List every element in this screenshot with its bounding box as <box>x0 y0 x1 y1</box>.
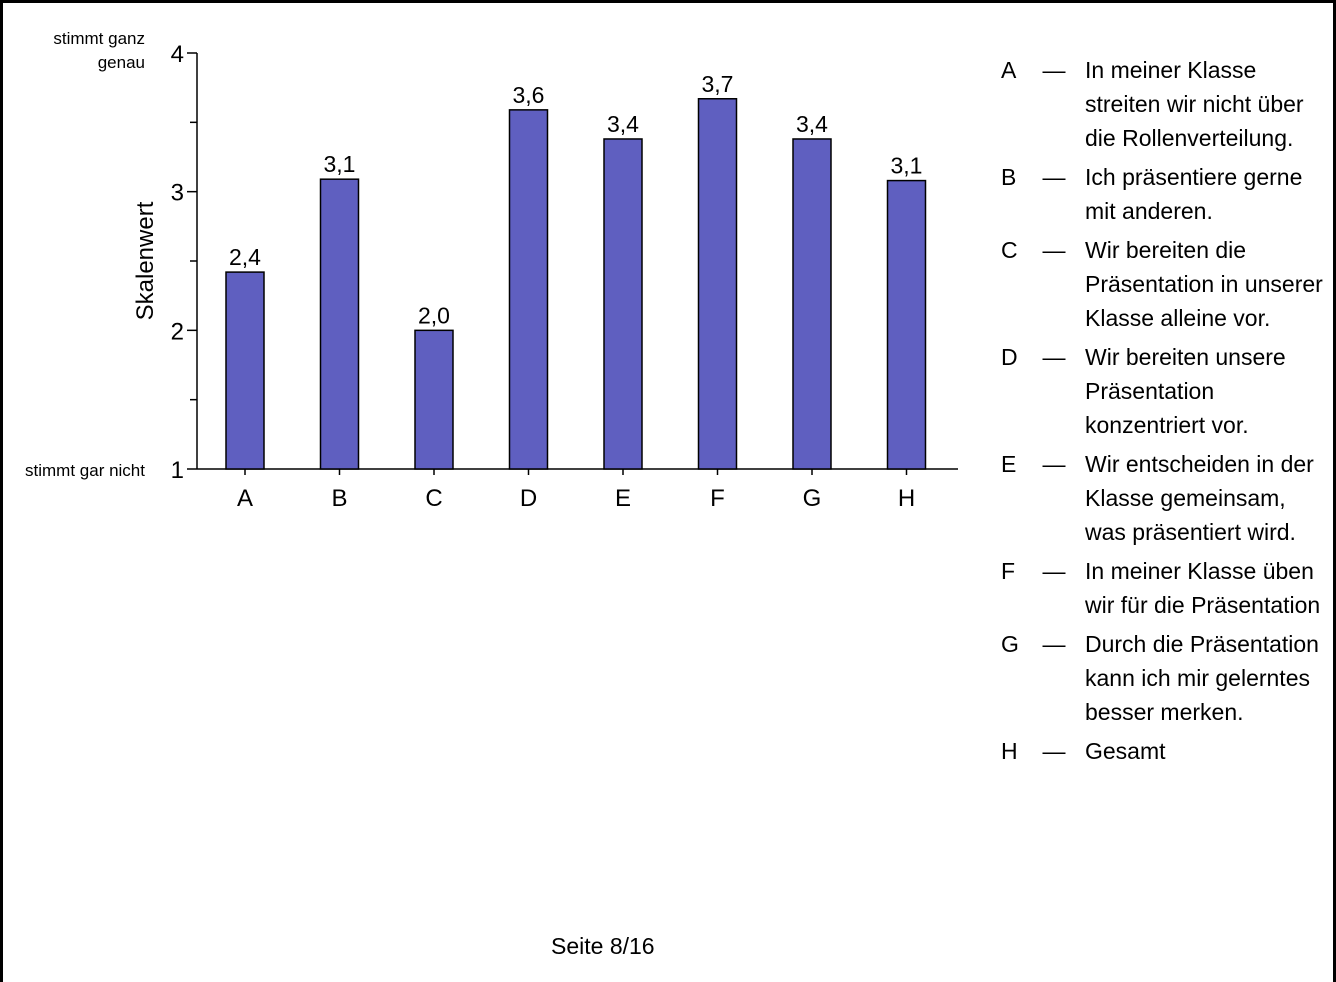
legend-dash: — <box>1042 451 1066 477</box>
legend-dash: — <box>1042 344 1066 370</box>
bar-value-label: 2,0 <box>418 302 450 328</box>
legend-key: A <box>1001 57 1017 83</box>
bar <box>319 178 360 470</box>
x-tick-label: C <box>425 485 442 512</box>
x-tick-label: A <box>237 485 253 512</box>
bar <box>697 98 738 470</box>
legend-dash: — <box>1042 558 1066 584</box>
bar-value-label: 3,7 <box>702 71 734 97</box>
legend-text: Gesamt <box>1085 738 1166 764</box>
scale-bottom-label: stimmt gar nicht <box>25 461 145 480</box>
legend-item: E — Wir entscheiden in der Klasse gemein… <box>1001 447 1331 549</box>
x-tick-label: D <box>520 485 537 512</box>
legend-item: D — Wir bereiten unsere Präsentation kon… <box>1001 340 1331 442</box>
legend-text: In meiner Klasse streiten wir nicht über… <box>1085 57 1304 151</box>
legend-text: Wir entscheiden in der Klasse gemeinsam,… <box>1085 451 1314 545</box>
legend-key: B <box>1001 164 1017 190</box>
legend-dash: — <box>1042 164 1066 190</box>
legend-dash: — <box>1042 57 1066 83</box>
x-tick-label: F <box>710 485 725 512</box>
x-tick-label: H <box>898 485 915 512</box>
legend-key: G <box>1001 631 1019 657</box>
y-axis-label: Skalenwert <box>132 201 159 320</box>
bar <box>886 179 927 470</box>
x-tick-label: G <box>803 485 822 512</box>
legend-item: F — In meiner Klasse üben wir für die Pr… <box>1001 554 1331 622</box>
legend-key: F <box>1001 558 1016 584</box>
bar <box>792 138 832 470</box>
bar-value-label: 3,6 <box>513 82 545 108</box>
legend-key: E <box>1001 451 1017 477</box>
y-tick-label: 1 <box>171 457 184 484</box>
bar-value-label: 3,4 <box>796 111 828 137</box>
bar-value-label: 3,1 <box>324 151 356 177</box>
legend-key: H <box>1001 738 1018 764</box>
bar-value-label: 2,4 <box>229 244 261 270</box>
legend-item: G — Durch die Präsentation kann ich mir … <box>1001 627 1331 729</box>
bar <box>603 138 643 470</box>
bar-value-label: 3,4 <box>607 111 639 137</box>
x-tick-label: E <box>615 485 631 512</box>
legend-item: A — In meiner Klasse streiten wir nicht … <box>1001 53 1331 155</box>
bar <box>508 109 549 470</box>
y-tick-label: 2 <box>171 318 184 345</box>
y-tick-label: 4 <box>171 41 184 68</box>
legend-text: Wir bereiten die Präsentation in unserer… <box>1085 237 1323 331</box>
bar-chart: 1 2 3 4 Skalenwert 2,4 A 3,1 B 2,0 C 3,6 D 3,4 E 3,7 F 3,… <box>132 41 958 512</box>
page-number: Seite 8/16 <box>551 933 655 959</box>
y-tick-label: 3 <box>171 180 184 207</box>
legend: A — In meiner Klasse streiten wir nicht … <box>1001 53 1331 773</box>
legend-text: Durch die Präsentation kann ich mir gele… <box>1085 631 1319 725</box>
bar <box>225 271 265 470</box>
legend-text: Wir bereiten unsere Präsentation konzent… <box>1085 344 1286 438</box>
legend-item: H — Gesamt <box>1001 734 1331 768</box>
legend-text: In meiner Klasse üben wir für die Präsen… <box>1085 558 1321 618</box>
bar <box>414 329 454 470</box>
legend-key: C <box>1001 237 1018 263</box>
bar-value-label: 3,1 <box>891 153 923 179</box>
legend-item: C — Wir bereiten die Präsentation in uns… <box>1001 233 1331 335</box>
legend-item: B — Ich präsentiere gerne mit anderen. <box>1001 160 1331 228</box>
legend-dash: — <box>1042 631 1066 657</box>
legend-dash: — <box>1042 237 1066 263</box>
scale-top-label: stimmt ganz genau <box>53 29 145 72</box>
x-tick-label: B <box>331 485 347 512</box>
legend-dash: — <box>1042 738 1066 764</box>
legend-text: Ich präsentiere gerne mit anderen. <box>1085 164 1303 224</box>
legend-key: D <box>1001 344 1018 370</box>
